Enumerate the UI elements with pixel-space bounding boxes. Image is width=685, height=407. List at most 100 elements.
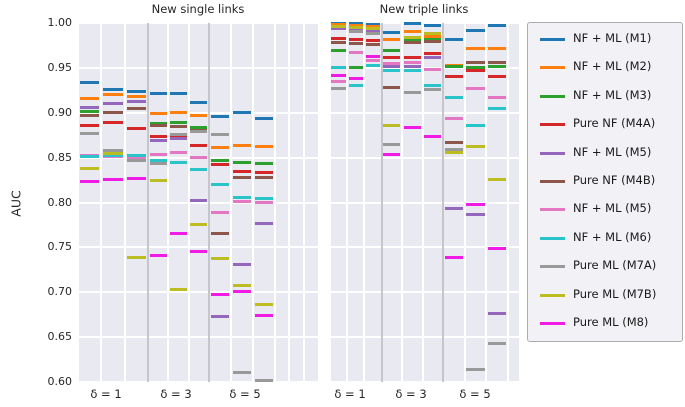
dash-marker	[254, 175, 274, 179]
x-tick-label: δ = 5	[229, 387, 261, 401]
y-tick-label: 1.00	[47, 16, 73, 29]
dash-marker	[210, 314, 230, 318]
dash-marker	[149, 139, 167, 143]
dash-marker	[126, 89, 147, 93]
legend-entry: Pure ML (M7A)	[528, 257, 682, 277]
y-gridline	[329, 66, 519, 69]
dash-marker	[403, 90, 421, 94]
y-gridline	[329, 22, 519, 24]
dash-marker	[488, 341, 507, 345]
dash-marker	[126, 156, 147, 160]
dash-marker	[169, 91, 188, 95]
dash-marker	[126, 95, 147, 99]
dash-marker	[348, 25, 363, 29]
x-gridline	[507, 23, 509, 382]
legend-entry: NF + ML (M3)	[528, 87, 682, 107]
dash-marker	[149, 122, 167, 126]
dash-marker	[190, 167, 208, 171]
dash-marker	[444, 255, 463, 259]
dash-marker	[149, 112, 167, 116]
legend-label: Pure ML (M7A)	[573, 258, 657, 273]
dash-marker	[331, 21, 346, 25]
dash-marker	[190, 222, 208, 226]
dash-marker	[190, 143, 208, 147]
dash-marker	[331, 41, 346, 45]
dash-marker	[103, 121, 123, 125]
dash-marker	[424, 34, 442, 38]
dash-marker	[126, 126, 147, 130]
y-gridline	[329, 381, 519, 383]
dash-marker	[103, 154, 123, 158]
dash-marker	[466, 212, 485, 216]
dash-marker	[331, 79, 346, 83]
x-tick-label: δ = 5	[459, 387, 491, 401]
legend-swatch	[540, 208, 565, 212]
y-tick-label: 0.60	[47, 375, 73, 388]
dash-marker	[383, 55, 401, 59]
dash-marker	[232, 283, 252, 287]
legend-swatch	[540, 293, 565, 297]
legend-swatch	[540, 265, 565, 269]
y-gridline	[329, 201, 519, 204]
dash-marker	[348, 42, 363, 46]
dash-marker	[190, 156, 208, 160]
legend-entry: Pure ML (M8)	[528, 314, 682, 334]
legend-swatch	[540, 322, 565, 325]
legend-swatch	[540, 38, 565, 41]
y-gridline	[78, 66, 318, 69]
dash-marker	[466, 46, 485, 50]
dash-marker	[169, 124, 188, 128]
dash-marker	[232, 143, 252, 147]
dash-marker	[210, 158, 230, 162]
dash-marker	[103, 93, 123, 97]
dash-marker	[488, 46, 507, 50]
legend-label: NF + ML (M5)	[573, 201, 652, 216]
dash-marker	[444, 150, 463, 154]
dash-marker	[488, 75, 507, 79]
dash-marker	[149, 92, 167, 96]
dash-marker	[190, 101, 208, 105]
dash-marker	[424, 40, 442, 44]
dash-marker	[103, 151, 123, 155]
dash-marker	[79, 110, 100, 114]
dash-marker	[210, 132, 230, 136]
x-gridline	[421, 23, 424, 382]
dash-marker	[254, 162, 274, 166]
legend-swatch	[540, 236, 565, 240]
x-gridline	[401, 23, 403, 382]
dash-marker	[365, 59, 381, 63]
dash-marker	[79, 96, 100, 100]
x-gridline	[274, 23, 276, 382]
legend-swatch	[540, 66, 565, 70]
y-gridline	[329, 111, 519, 114]
y-gridline	[329, 246, 519, 249]
y-tick-label: 0.65	[47, 330, 73, 344]
dash-marker	[403, 35, 421, 39]
dash-marker	[488, 95, 507, 99]
dash-marker	[466, 28, 485, 32]
dash-marker	[331, 74, 346, 78]
x-tick-label: δ = 1	[90, 387, 122, 401]
dash-marker	[210, 231, 230, 235]
dash-marker	[232, 169, 252, 173]
dash-marker	[488, 177, 507, 181]
dash-marker	[383, 123, 401, 127]
dash-marker	[383, 153, 401, 157]
dash-marker	[149, 134, 167, 138]
dash-marker	[488, 24, 507, 28]
legend-label: NF + ML (M1)	[573, 31, 652, 45]
dash-marker	[232, 111, 252, 115]
dash-marker	[444, 148, 463, 152]
dash-marker	[365, 25, 381, 29]
dash-marker	[424, 68, 442, 72]
dash-marker	[424, 52, 442, 55]
dash-marker	[365, 26, 381, 30]
dash-marker	[403, 125, 421, 129]
dash-marker	[210, 114, 230, 118]
dash-marker	[488, 60, 507, 64]
dash-marker	[365, 63, 381, 67]
dash-marker	[383, 61, 401, 65]
dash-marker	[331, 26, 346, 30]
y-gridline	[329, 336, 519, 339]
